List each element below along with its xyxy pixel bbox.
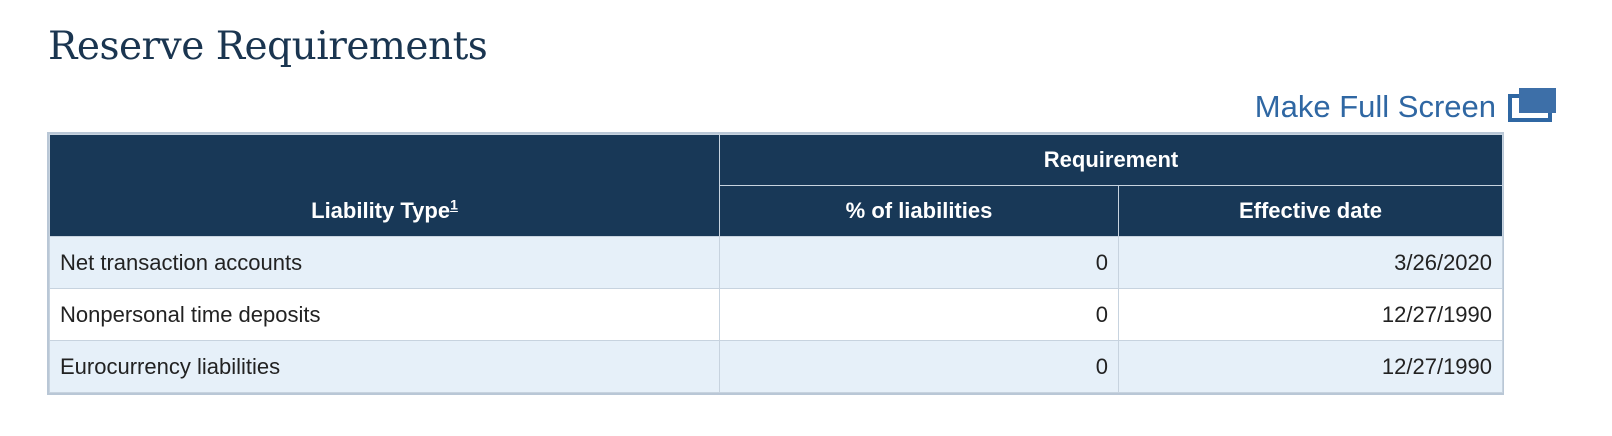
make-full-screen-label: Make Full Screen	[1254, 88, 1496, 124]
reserve-requirements-table: Liability Type1 Requirement % of liabili…	[47, 132, 1504, 395]
pct-cell: 0	[719, 288, 1119, 341]
make-full-screen-link[interactable]: Make Full Screen	[1255, 88, 1558, 124]
pct-of-liabilities-header: % of liabilities	[719, 185, 1119, 237]
table-header-row-top: Liability Type1 Requirement	[49, 134, 1504, 237]
page-title: Reserve Requirements	[48, 24, 488, 69]
footnote-link[interactable]: 1	[450, 196, 458, 213]
pct-cell: 0	[719, 236, 1119, 289]
requirement-header: Requirement	[718, 134, 1504, 186]
liability-type-cell: Net transaction accounts	[49, 236, 720, 289]
table-row: Nonpersonal time deposits 0 12/27/1990	[49, 288, 1504, 341]
pct-cell: 0	[719, 340, 1119, 393]
effective-date-cell: 12/27/1990	[1117, 340, 1504, 393]
liability-type-header-label: Liability Type	[311, 198, 451, 223]
liability-type-cell: Eurocurrency liabilities	[49, 340, 720, 393]
table-header-row-sub: % of liabilities Effective date	[50, 185, 1504, 237]
effective-date-cell: 12/27/1990	[1117, 288, 1504, 341]
fullscreen-icon	[1508, 88, 1558, 124]
table-row: Eurocurrency liabilities 0 12/27/1990	[49, 340, 1504, 393]
liability-type-cell: Nonpersonal time deposits	[49, 288, 720, 341]
effective-date-cell: 3/26/2020	[1117, 236, 1504, 289]
liability-type-header: Liability Type1	[49, 134, 720, 237]
effective-date-header: Effective date	[1117, 185, 1504, 237]
table-row: Net transaction accounts 0 3/26/2020	[49, 236, 1504, 289]
